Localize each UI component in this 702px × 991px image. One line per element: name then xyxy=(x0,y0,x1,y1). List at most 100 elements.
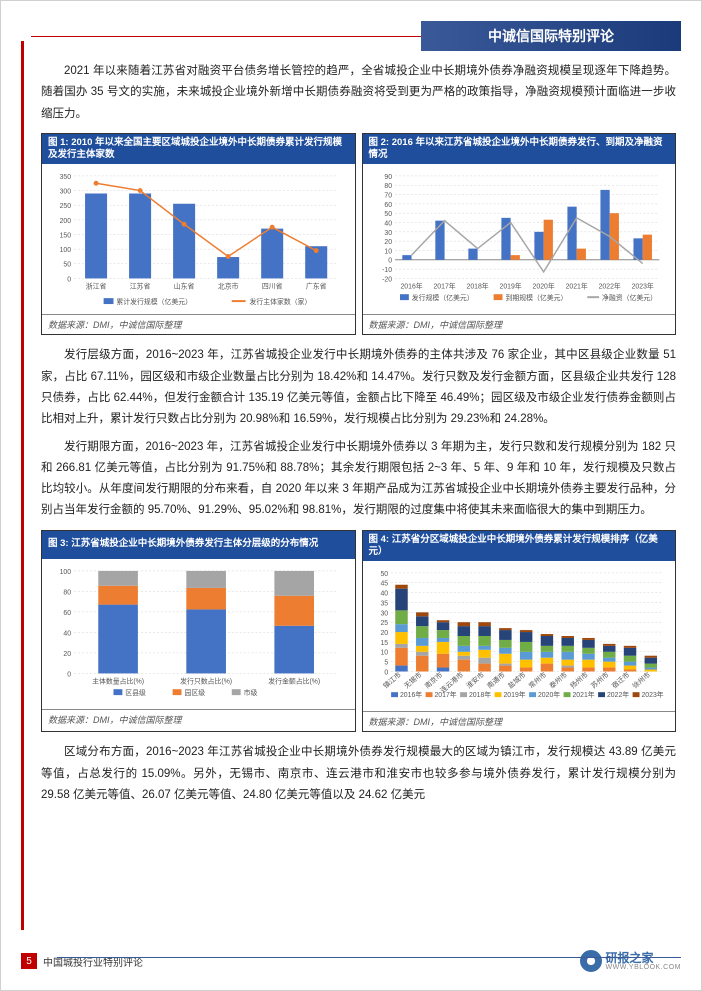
svg-text:300: 300 xyxy=(60,189,72,196)
svg-text:2019年: 2019年 xyxy=(499,282,521,291)
svg-text:山东省: 山东省 xyxy=(174,282,195,291)
svg-text:10: 10 xyxy=(380,650,388,657)
svg-text:20: 20 xyxy=(384,240,392,247)
svg-text:四川省: 四川省 xyxy=(262,282,283,291)
svg-text:净融资（亿美元）: 净融资（亿美元） xyxy=(602,294,657,303)
svg-text:2018年: 2018年 xyxy=(468,690,490,699)
svg-text:泰州市: 泰州市 xyxy=(547,670,569,690)
svg-text:区县级: 区县级 xyxy=(125,688,146,697)
svg-text:2022年: 2022年 xyxy=(606,690,628,699)
charts-row-1: 图 1: 2010 年以来全国主要区域城投企业境外中长期债券累计发行规模及发行主… xyxy=(41,133,676,336)
svg-text:无锡市: 无锡市 xyxy=(401,670,423,690)
chart-3-body: 020406080100主体数量占比(%)发行只数占比(%)发行金额占比(%)区… xyxy=(42,559,355,709)
chart-4: 图 4: 江苏省分区域城投企业中长期境外债券累计发行规模排序（亿美元） 0 5 10… xyxy=(362,530,677,733)
paragraph-4: 区域分布方面，2016~2023 年江苏省城投企业中长期境外债券发行规模最大的区… xyxy=(41,742,676,806)
svg-text:0: 0 xyxy=(67,277,71,284)
svg-text:北京市: 北京市 xyxy=(218,282,239,291)
chart-2: 图 2: 2016 年以来江苏省城投企业境外中长期债券发行、到期及净融资情况 -… xyxy=(362,133,677,336)
main-content: 2021 年以来随着江苏省对融资平台债务增长管控的趋严，全省城投企业中长期境外债… xyxy=(41,61,676,935)
svg-text:0: 0 xyxy=(67,671,71,678)
svg-text:50: 50 xyxy=(380,571,388,578)
svg-text:40: 40 xyxy=(380,591,388,598)
svg-text:60: 60 xyxy=(384,202,392,209)
footer-rule xyxy=(57,957,681,958)
svg-text:250: 250 xyxy=(60,204,72,211)
svg-text:80: 80 xyxy=(384,184,392,191)
header-rule xyxy=(31,36,421,37)
svg-text:60: 60 xyxy=(63,609,71,616)
svg-text:到期规模（亿美元）: 到期规模（亿美元） xyxy=(505,294,567,303)
svg-text:淮安市: 淮安市 xyxy=(464,670,486,690)
svg-text:宿迁市: 宿迁市 xyxy=(609,670,631,690)
svg-text:园区级: 园区级 xyxy=(184,688,205,697)
svg-text:40: 40 xyxy=(384,221,392,228)
svg-text:15: 15 xyxy=(380,640,388,647)
footer-text: 中国城投行业特别评论 xyxy=(43,954,143,969)
footer: 5 中国城投行业特别评论 研报之家 WWW.YBLOOK.COM xyxy=(21,950,681,972)
svg-text:20: 20 xyxy=(380,630,388,637)
svg-text:45: 45 xyxy=(380,581,388,588)
svg-text:50: 50 xyxy=(384,212,392,219)
svg-text:徐州市: 徐州市 xyxy=(630,670,652,690)
svg-text:常州市: 常州市 xyxy=(526,670,548,690)
svg-text:100: 100 xyxy=(60,568,72,575)
charts-row-2: 图 3: 江苏省城投企业中长期境外债券发行主体分层级的分布情况 0 20 40 60 8… xyxy=(41,530,676,733)
svg-text:发行规模（亿美元）: 发行规模（亿美元） xyxy=(411,294,473,303)
svg-text:350: 350 xyxy=(60,174,72,181)
paragraph-1: 2021 年以来随着江苏省对融资平台债务增长管控的趋严，全省城投企业中长期境外债… xyxy=(41,61,676,125)
header-banner: 中诚信国际特别评论 xyxy=(421,21,681,51)
svg-text:0: 0 xyxy=(384,670,388,677)
svg-text:2021年: 2021年 xyxy=(565,282,587,291)
svg-text:广东省: 广东省 xyxy=(306,282,327,291)
svg-text:2017年: 2017年 xyxy=(433,282,455,291)
svg-text:2021年: 2021年 xyxy=(572,690,594,699)
svg-text:2023年: 2023年 xyxy=(631,282,653,291)
chart-1-body: 050100150200250300350浙江省江苏省山东省北京市四川省广东省累… xyxy=(42,164,355,314)
svg-text:2023年: 2023年 xyxy=(641,690,663,699)
svg-text:200: 200 xyxy=(60,218,72,225)
page-number: 5 xyxy=(21,953,37,969)
svg-text:主体数量占比(%): 主体数量占比(%) xyxy=(92,676,144,685)
chart-4-source: 数据来源：DMI，中诚信国际整理 xyxy=(363,711,676,731)
chart-2-source: 数据来源：DMI，中诚信国际整理 xyxy=(363,314,676,334)
svg-text:50: 50 xyxy=(63,262,71,269)
chart-2-title: 图 2: 2016 年以来江苏省城投企业境外中长期债券发行、到期及净融资情况 xyxy=(363,134,676,165)
chart-1: 图 1: 2010 年以来全国主要区域城投企业境外中长期债券累计发行规模及发行主… xyxy=(41,133,356,336)
chart-3-source: 数据来源：DMI，中诚信国际整理 xyxy=(42,709,355,729)
svg-text:80: 80 xyxy=(63,589,71,596)
svg-text:累计发行规模（亿美元）: 累计发行规模（亿美元） xyxy=(116,298,192,307)
chart-3-title: 图 3: 江苏省城投企业中长期境外债券发行主体分层级的分布情况 xyxy=(42,531,355,559)
svg-text:10: 10 xyxy=(384,249,392,256)
chart-2-body: -20-1001020304050607080902016年2017年2018年… xyxy=(363,164,676,314)
svg-text:连云港市: 连云港市 xyxy=(438,670,465,695)
footer-left: 5 中国城投行业特别评论 xyxy=(21,953,143,969)
svg-text:-20: -20 xyxy=(382,277,392,284)
svg-text:40: 40 xyxy=(63,630,71,637)
chart-4-title: 图 4: 江苏省分区域城投企业中长期境外债券累计发行规模排序（亿美元） xyxy=(363,531,676,562)
svg-text:2020年: 2020年 xyxy=(537,690,559,699)
svg-text:2020年: 2020年 xyxy=(532,282,554,291)
chart-3: 图 3: 江苏省城投企业中长期境外债券发行主体分层级的分布情况 02040608… xyxy=(41,530,356,733)
svg-text:0: 0 xyxy=(388,258,392,265)
chart-4-body: 05101520253035404550镇江市无锡市南京市连云港市淮安市南通市盐… xyxy=(363,561,676,711)
svg-text:发行主体家数（家）: 发行主体家数（家） xyxy=(250,298,312,307)
svg-text:发行只数占比(%): 发行只数占比(%) xyxy=(180,676,232,685)
svg-text:2022年: 2022年 xyxy=(598,282,620,291)
svg-text:2017年: 2017年 xyxy=(434,690,456,699)
svg-text:70: 70 xyxy=(384,193,392,200)
chart-1-title: 图 1: 2010 年以来全国主要区域城投企业境外中长期债券累计发行规模及发行主… xyxy=(42,134,355,165)
paragraph-2: 发行层级方面，2016~2023 年，江苏省城投企业发行中长期境外债券的主体共涉… xyxy=(41,345,676,430)
svg-text:2016年: 2016年 xyxy=(399,690,421,699)
svg-text:2018年: 2018年 xyxy=(466,282,488,291)
svg-text:南通市: 南通市 xyxy=(485,670,507,690)
svg-text:25: 25 xyxy=(380,620,388,627)
svg-text:2016年: 2016年 xyxy=(400,282,422,291)
svg-text:盐城市: 盐城市 xyxy=(505,670,527,690)
svg-text:30: 30 xyxy=(384,230,392,237)
svg-text:-10: -10 xyxy=(382,268,392,275)
svg-text:150: 150 xyxy=(60,233,72,240)
chart-1-source: 数据来源：DMI，中诚信国际整理 xyxy=(42,314,355,334)
svg-text:5: 5 xyxy=(384,660,388,667)
svg-text:30: 30 xyxy=(380,611,388,618)
paragraph-3: 发行期限方面，2016~2023 年，江苏省城投企业发行中长期境外债券以 3 年… xyxy=(41,437,676,522)
